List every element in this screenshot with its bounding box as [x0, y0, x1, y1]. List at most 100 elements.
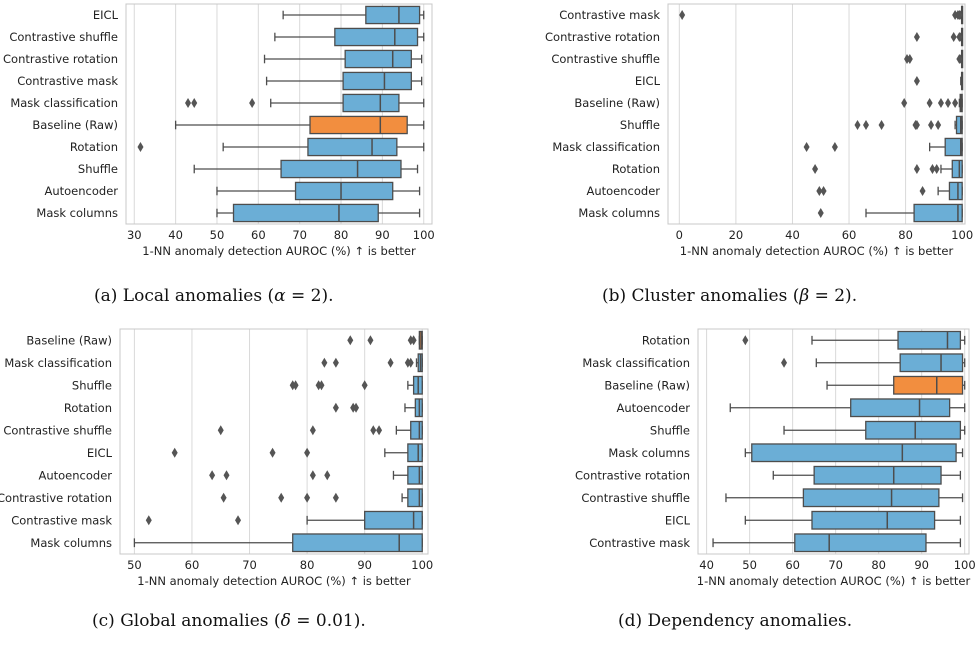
category-label: EICL	[93, 8, 119, 22]
category-label: Contrastive mask	[17, 74, 118, 88]
panel-b: Contrastive mask Contrastive rotation Cont…	[490, 0, 979, 323]
category-label: Mask columns	[578, 206, 660, 220]
outlier-point	[929, 164, 936, 174]
box	[951, 159, 963, 179]
outlier-point	[209, 470, 216, 481]
outlier-point	[220, 492, 227, 503]
outlier-point	[185, 98, 192, 108]
box	[307, 137, 398, 157]
category-label: Contrastive rotation	[3, 52, 118, 66]
box	[948, 181, 963, 201]
outlier-point	[956, 54, 963, 64]
outlier-point	[933, 164, 940, 174]
category-label: Shuffle	[78, 162, 118, 176]
chart-b: Contrastive mask Contrastive rotation Cont…	[545, 3, 973, 258]
outlier-point	[361, 380, 368, 391]
outlier-point	[309, 425, 316, 436]
tick-label: 60	[785, 558, 800, 572]
box	[232, 203, 379, 223]
category-label: Autoencoder	[586, 184, 660, 198]
x-axis-label: 1-NN anomaly detection AUROC (%) ↑ is be…	[697, 574, 971, 588]
box	[794, 533, 927, 553]
chart-c: Baseline (Raw) Mask classification Shuffle…	[0, 328, 433, 588]
category-label: EICL	[87, 446, 113, 460]
outlier-point	[913, 120, 920, 130]
box	[893, 375, 964, 395]
box	[955, 115, 963, 135]
tick-label: 80	[898, 228, 913, 242]
outlier-point	[217, 425, 224, 436]
outlier-point	[913, 76, 920, 86]
caption-c: (c) Global anomalies (δ = 0.01).	[92, 611, 366, 631]
category-label: Contrastive shuffle	[581, 491, 690, 505]
category-label: Mask columns	[36, 206, 118, 220]
outlier-point	[367, 335, 374, 346]
outlier-point	[304, 492, 311, 503]
box	[751, 443, 957, 463]
plot-frame	[667, 3, 966, 225]
category-label: Shuffle	[620, 118, 660, 132]
category-label: Autoencoder	[616, 401, 690, 415]
outlier-point	[292, 380, 299, 391]
outlier-point	[304, 447, 311, 458]
box	[292, 533, 423, 553]
caption-d: (d) Dependency anomalies.	[618, 611, 853, 631]
outlier-point	[831, 142, 838, 152]
outlier-point	[387, 357, 394, 368]
tick-label: 40	[699, 558, 714, 572]
panel-c: Baseline (Raw) Mask classification Shuffle…	[0, 323, 490, 646]
outlier-point	[269, 447, 276, 458]
tick-label: 60	[251, 228, 266, 242]
category-label: Contrastive rotation	[0, 491, 112, 505]
tick-label: 100	[951, 228, 973, 242]
outlier-point	[321, 357, 328, 368]
tick-label: 70	[828, 558, 843, 572]
plot-frame	[125, 3, 433, 225]
box	[850, 398, 951, 418]
outlier-point	[370, 425, 377, 436]
tick-label: 80	[334, 228, 349, 242]
category-label: EICL	[665, 513, 691, 527]
category-label: Mask classification	[582, 356, 690, 370]
tick-label: 40	[785, 228, 800, 242]
category-label: Mask columns	[30, 536, 112, 550]
tick-label: 20	[729, 228, 744, 242]
tick-label: 90	[914, 558, 929, 572]
category-label: Contrastive mask	[11, 513, 112, 527]
outlier-point	[878, 120, 885, 130]
outlier-point	[803, 142, 810, 152]
outlier-point	[332, 492, 339, 503]
tick-label: 40	[168, 228, 183, 242]
category-label: Contrastive shuffle	[3, 423, 112, 437]
x-axis-label: 1-NN anomaly detection AUROC (%) ↑ is be…	[680, 244, 954, 258]
category-label: Autoencoder	[38, 468, 112, 482]
box	[280, 159, 402, 179]
panel-d: Rotation Mask classification Baseline (Raw…	[490, 323, 979, 646]
outlier-point	[926, 98, 933, 108]
box	[334, 27, 419, 47]
tick-label: 60	[185, 558, 200, 572]
outlier-point	[913, 32, 920, 42]
category-label: Contrastive mask	[559, 8, 660, 22]
tick-label: 80	[871, 558, 886, 572]
outlier-point	[937, 98, 944, 108]
caption-a: (a) Local anomalies (α = 2).	[94, 286, 334, 306]
outlier-point	[956, 10, 963, 20]
outlier-point	[332, 402, 339, 413]
category-label: Baseline (Raw)	[604, 378, 690, 392]
category-label: Rotation	[642, 333, 690, 347]
outlier-point	[249, 98, 256, 108]
x-axis-label: 1-NN anomaly detection AUROC (%) ↑ is be…	[137, 574, 411, 588]
outlier-point	[956, 32, 963, 42]
caption-b: (b) Cluster anomalies (β = 2).	[602, 286, 858, 306]
category-label: EICL	[635, 74, 661, 88]
box	[944, 137, 963, 157]
tick-label: 90	[357, 558, 372, 572]
category-label: Baseline (Raw)	[26, 333, 112, 347]
category-label: Rotation	[70, 140, 118, 154]
category-label: Shuffle	[72, 378, 112, 392]
category-label: Contrastive rotation	[575, 468, 690, 482]
box	[407, 443, 423, 463]
tick-label: 60	[842, 228, 857, 242]
category-label: Rotation	[612, 162, 660, 176]
